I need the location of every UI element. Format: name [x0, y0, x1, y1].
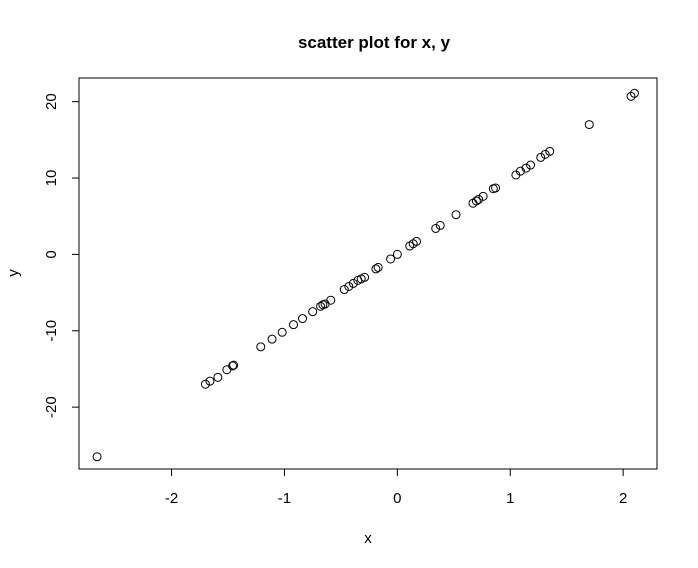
data-point — [431, 223, 441, 233]
data-point — [344, 281, 354, 291]
data-point — [277, 327, 287, 337]
data-point — [360, 272, 370, 282]
data-point — [629, 88, 639, 98]
data-point — [288, 320, 298, 330]
data-point — [200, 379, 210, 389]
data-point — [229, 360, 239, 370]
y-tick-label: 0 — [43, 250, 60, 258]
y-tick-label: 20 — [43, 93, 60, 110]
data-point — [521, 163, 531, 173]
data-points — [92, 88, 639, 462]
x-tick-label: 0 — [393, 490, 401, 507]
data-point — [267, 334, 277, 344]
data-point — [626, 91, 636, 101]
data-point — [339, 285, 349, 295]
x-tick-label: 1 — [506, 490, 514, 507]
data-point — [451, 210, 461, 220]
data-point — [386, 254, 396, 264]
data-point — [326, 295, 336, 305]
chart-title: scatter plot for x, y — [298, 33, 451, 52]
x-tick-label: -2 — [165, 490, 178, 507]
data-point — [348, 278, 358, 288]
data-point — [371, 264, 381, 274]
data-point — [373, 262, 383, 272]
x-axis-label: x — [364, 530, 372, 547]
x-tick-label: -1 — [278, 490, 291, 507]
data-point — [435, 220, 445, 230]
y-axis: -20 -10 0 10 20 — [43, 93, 80, 418]
y-axis-label: y — [5, 269, 22, 277]
x-axis: -2 -1 0 1 2 — [165, 468, 627, 507]
data-point — [545, 146, 555, 156]
data-point — [474, 194, 484, 204]
data-point — [526, 160, 536, 170]
data-point — [92, 452, 102, 462]
data-point — [478, 191, 488, 201]
y-tick-label: -10 — [43, 320, 60, 342]
data-point — [584, 120, 594, 130]
plot-frame — [78, 77, 658, 470]
data-point — [228, 361, 238, 371]
data-point — [298, 314, 308, 324]
data-point — [316, 301, 326, 311]
data-point — [412, 236, 422, 246]
data-point — [213, 372, 223, 382]
data-point — [256, 342, 266, 352]
data-point — [205, 376, 215, 386]
data-point — [540, 149, 550, 159]
data-point — [536, 152, 546, 162]
data-point — [308, 307, 318, 317]
y-tick-label: -20 — [43, 396, 60, 418]
x-tick-label: 2 — [619, 490, 627, 507]
data-point — [515, 166, 525, 176]
y-tick-label: 10 — [43, 170, 60, 187]
data-point — [471, 196, 481, 206]
data-point — [491, 183, 501, 193]
data-point — [392, 249, 402, 259]
